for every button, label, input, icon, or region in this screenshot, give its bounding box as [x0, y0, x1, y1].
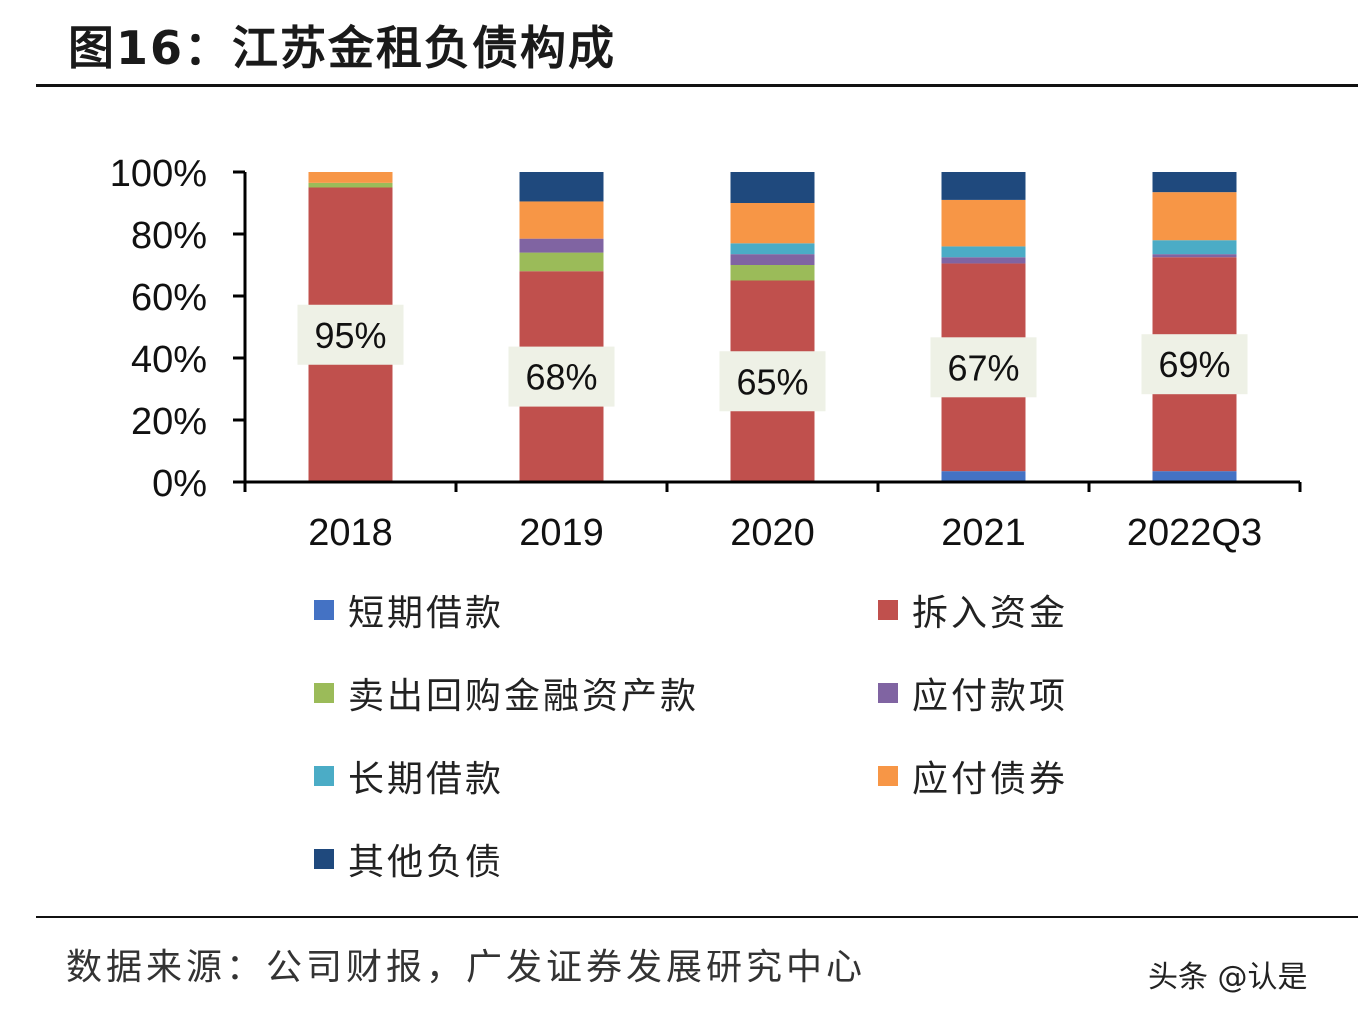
- legend-label: 其他负债: [348, 842, 505, 883]
- title-rule: [36, 84, 1358, 87]
- legend-swatch: [878, 683, 898, 703]
- bar-segment: [941, 199, 1026, 247]
- legend-label: 卖出回购金融资产款: [348, 676, 700, 717]
- legend-item: 应付款项: [878, 667, 1068, 719]
- legend-swatch: [878, 600, 898, 620]
- source-note: 数据来源：公司财报，广发证券发展研究中心: [66, 947, 867, 988]
- legend-item: 应付债券: [878, 750, 1068, 802]
- bar-segment: [308, 182, 393, 188]
- bar-segment: [941, 257, 1026, 264]
- legend-label: 应付债券: [912, 759, 1069, 800]
- data-label: 68%: [525, 357, 597, 398]
- bar-segment: [519, 201, 604, 239]
- legend-item: 拆入资金: [878, 584, 1068, 636]
- x-tick-label: 2021: [941, 512, 1026, 554]
- bar-segment: [941, 471, 1026, 482]
- bar-segment: [519, 252, 604, 272]
- data-label: 95%: [314, 315, 386, 356]
- footer-rule: [36, 916, 1358, 918]
- y-tick-label: 100%: [110, 153, 207, 195]
- legend-swatch: [314, 600, 334, 620]
- chart-title: 图16：江苏金租负债构成: [68, 21, 617, 75]
- legend-swatch: [878, 766, 898, 786]
- legend-label: 长期借款: [348, 759, 505, 800]
- x-tick-label: 2018: [308, 512, 393, 554]
- bar-segment: [1152, 471, 1237, 482]
- data-label-box: [297, 304, 404, 365]
- legend-label: 应付款项: [912, 676, 1069, 717]
- legend-item: 长期借款: [314, 750, 504, 802]
- legend-swatch: [314, 849, 334, 869]
- bar-segment: [730, 265, 815, 281]
- legend-item: 其他负债: [314, 833, 504, 885]
- x-tick-label: 2020: [730, 512, 815, 554]
- bar-segment: [1152, 192, 1237, 241]
- bar-segment: [730, 243, 815, 255]
- legend-label: 拆入资金: [912, 593, 1069, 634]
- bar-segment: [730, 254, 815, 265]
- y-tick-label: 60%: [131, 277, 207, 319]
- data-label-box: [719, 351, 826, 412]
- y-tick-label: 40%: [131, 339, 207, 381]
- legend-swatch: [314, 766, 334, 786]
- legend-item: 卖出回购金融资产款: [314, 667, 699, 719]
- legend-label: 短期借款: [348, 593, 505, 634]
- stacked-bar-chart: 95% 2018 68% 2019 65% 2020 67% 2021 69% 2022Q3 0% 2…: [110, 153, 1302, 554]
- bar-segment: [941, 172, 1026, 200]
- data-label: 65%: [736, 361, 808, 402]
- bar-segment: [1152, 240, 1237, 255]
- watermark: 头条 @认是: [1148, 960, 1308, 995]
- x-tick-label: 2019: [519, 512, 604, 554]
- bar-segment: [730, 203, 815, 244]
- data-label-box: [508, 346, 615, 407]
- x-tick-label: 2022Q3: [1127, 512, 1262, 554]
- bar-segment: [308, 172, 393, 183]
- legend-item: 短期借款: [314, 584, 504, 636]
- data-label-box: [930, 337, 1037, 398]
- bar-segment: [941, 246, 1026, 258]
- data-label: 69%: [1158, 344, 1230, 385]
- bar-segment: [519, 238, 604, 253]
- y-tick-label: 0%: [152, 463, 207, 505]
- bar-segment: [730, 172, 815, 203]
- y-tick-label: 20%: [131, 401, 207, 443]
- data-label-box: [1141, 334, 1248, 395]
- bar-segment: [519, 172, 604, 202]
- data-label: 67%: [947, 347, 1019, 388]
- bar-segment: [1152, 172, 1237, 193]
- legend-swatch: [314, 683, 334, 703]
- bar-segment: [1152, 254, 1237, 258]
- y-tick-label: 80%: [131, 215, 207, 257]
